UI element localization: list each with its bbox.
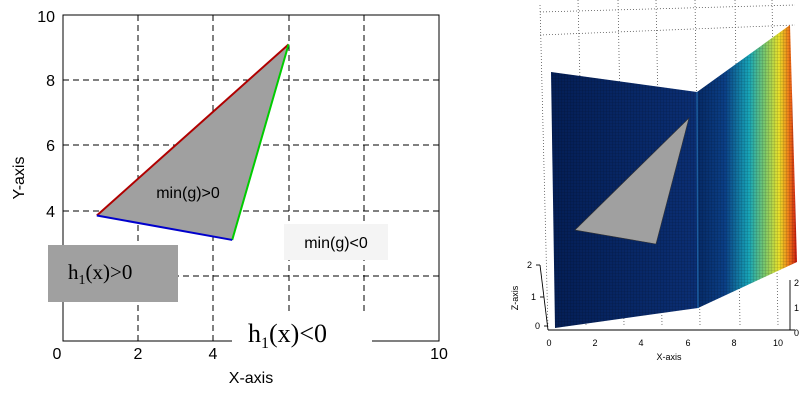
edge-bottom: [96, 214, 233, 241]
z-tick-label: 1: [531, 292, 536, 302]
h-negative-box: [232, 312, 372, 358]
x-axis-label: X-axis: [229, 370, 273, 387]
surface-right-mesh: [697, 25, 797, 308]
right-plot: 2 1 0 2 1 0 0 2 4 6 8 10 X-axis Z-axis: [510, 0, 799, 362]
fold-line: [696, 91, 699, 309]
x-tick-label: 0: [53, 346, 62, 363]
x-tick-label: 6: [685, 338, 690, 348]
x-tick-label: 10: [430, 346, 448, 363]
y-tick-label: 8: [46, 73, 55, 90]
edge-top: [96, 43, 290, 217]
feasible-triangle: [96, 44, 289, 240]
x-axis-label: X-axis: [656, 352, 682, 362]
z-tick-label: 0: [794, 328, 799, 338]
z-tick-label: 2: [794, 278, 799, 288]
y-tick-label: 4: [46, 204, 55, 221]
y-axis-label: Y-axis: [11, 157, 28, 200]
z-tick-label: 2: [527, 260, 532, 270]
x-tick-label: 0: [546, 338, 551, 348]
3d-axes: [536, 264, 795, 331]
y-tick-label: 6: [46, 138, 55, 155]
region-inside-label: min(g)>0: [156, 185, 220, 202]
region-outside-box: [284, 224, 388, 260]
tick-marks: [63, 79, 214, 341]
triangle-hole: [574, 117, 690, 245]
z-tick-label: 0: [535, 321, 540, 331]
region-outside-label: min(g)<0: [304, 235, 368, 252]
x-tick-label: 10: [773, 338, 783, 348]
left-plot: min(g)>0 min(g)<0 h1(x)>0 h1(x)<0 10 8 6…: [11, 9, 448, 387]
x-tick-label: 4: [638, 338, 643, 348]
x-tick-label: 2: [592, 338, 597, 348]
z-tick-label: 1: [794, 303, 799, 313]
y-tick-label: 10: [37, 9, 55, 26]
z-axis-label: Z-axis: [510, 285, 520, 310]
x-tick-label: 4: [209, 346, 218, 363]
x-tick-label: 8: [731, 338, 736, 348]
x-tick-label: 2: [134, 346, 143, 363]
h-positive-box: [48, 245, 178, 302]
h-negative-label: h1(x)<0: [248, 319, 327, 352]
h-positive-label: h1(x)>0: [68, 260, 132, 288]
edge-right: [231, 44, 290, 241]
